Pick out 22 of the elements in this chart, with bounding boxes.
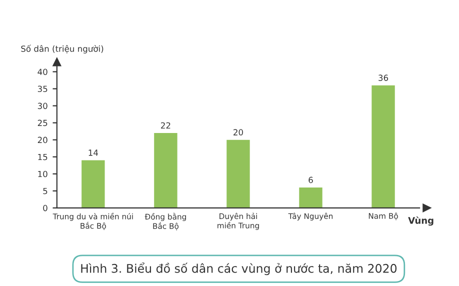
data-label: 20 (234, 129, 243, 136)
data-label: 36 (378, 74, 388, 81)
text: Hình 3. Biểu đồ số dân các vùng ở nước ta, năm 2020 (81, 262, 397, 276)
y-tick-label: 25 (38, 120, 48, 126)
bar (82, 160, 105, 208)
y-tick-label: 35 (38, 86, 48, 92)
y-tick-label: 5 (43, 188, 48, 194)
bar (154, 133, 178, 208)
y-axis-title: Số dân (triệu người) (21, 44, 104, 54)
data-label: 22 (161, 122, 170, 129)
y-tick-label: 30 (38, 102, 48, 110)
y-tick-label: 10 (38, 170, 48, 178)
bar (299, 187, 322, 208)
y-tick-label: 15 (38, 154, 48, 160)
y-tick-label: 0 (43, 204, 48, 212)
y-tick-label: 40 (38, 68, 48, 76)
x-axis-title: Vùng (408, 216, 434, 226)
data-label: 14 (88, 150, 98, 156)
bar (372, 85, 395, 208)
data-label: 6 (308, 176, 313, 184)
y-tick-label: 20 (38, 136, 48, 144)
bar (226, 140, 250, 208)
